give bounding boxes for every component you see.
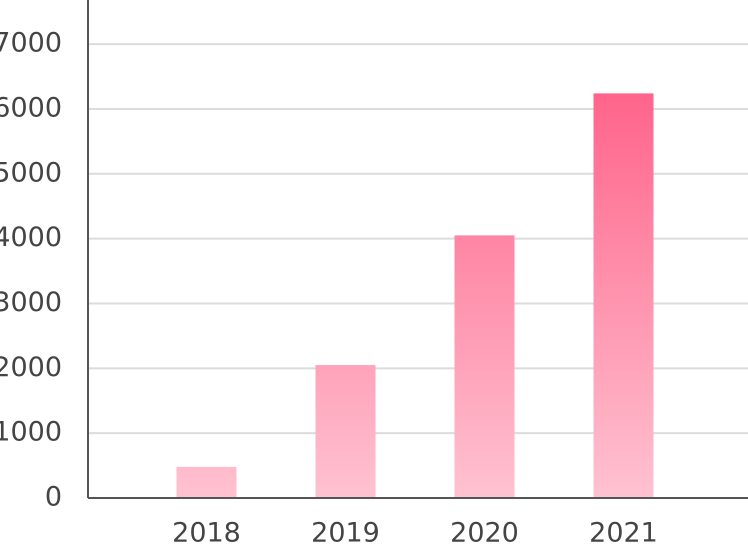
bar [454, 235, 515, 498]
bar [315, 365, 376, 498]
y-tick-label: 5000 [0, 157, 62, 188]
x-tick-label: 2020 [450, 518, 519, 546]
y-tick-label: 6000 [0, 92, 62, 123]
x-tick-label: 2019 [311, 518, 380, 546]
y-tick-label: 7000 [0, 28, 62, 59]
y-tick-label: 4000 [0, 222, 62, 253]
bar [593, 93, 654, 498]
x-tick-label: 2021 [589, 518, 658, 546]
y-tick-label: 2000 [0, 352, 62, 383]
y-tick-label: 1000 [0, 417, 62, 448]
y-tick-label: 3000 [0, 287, 62, 318]
x-tick-label: 2018 [172, 518, 241, 546]
y-tick-label: 0 [45, 482, 62, 513]
bar [176, 466, 237, 498]
